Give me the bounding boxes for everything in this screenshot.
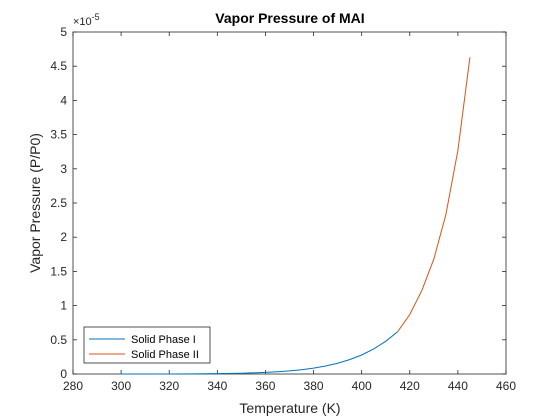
y-multiplier-exponent: -5 xyxy=(92,12,100,22)
y-tick-label: 0 xyxy=(60,367,67,381)
legend[interactable]: Solid Phase I Solid Phase II xyxy=(83,326,211,364)
x-tick-label: 420 xyxy=(400,379,420,393)
legend-box xyxy=(83,326,211,364)
series-layer xyxy=(121,57,471,375)
y-tick-label: 3 xyxy=(60,162,67,176)
y-tick-label: 4.5 xyxy=(50,59,67,73)
x-tick-label: 440 xyxy=(448,379,468,393)
chart-title: Vapor Pressure of MAI xyxy=(215,10,364,26)
x-tick-label: 300 xyxy=(111,379,131,393)
plot-area xyxy=(72,31,507,375)
y-tick-label: 1 xyxy=(60,299,67,313)
y-tick-label: 0.5 xyxy=(50,333,67,347)
y-tick-label: 2 xyxy=(60,230,67,244)
x-tick-label: 380 xyxy=(304,379,324,393)
x-axis-label: Temperature (K) xyxy=(239,400,340,416)
y-tick-label: 5 xyxy=(60,25,67,39)
y-axis-multiplier: ×10-5 xyxy=(73,12,100,28)
x-tick-label: 320 xyxy=(159,379,179,393)
x-tick-label: 400 xyxy=(352,379,372,393)
series-line-solid-phase-ii xyxy=(397,57,471,332)
y-tick-label: 3.5 xyxy=(50,128,67,142)
x-tick-label: 360 xyxy=(255,379,275,393)
x-tick-label: 340 xyxy=(207,379,227,393)
x-tick-label: 280 xyxy=(63,379,83,393)
y-axis-label: Vapor Pressure (P/P0) xyxy=(27,133,43,273)
x-tick-label: 460 xyxy=(496,379,516,393)
legend-label-solid-phase-i: Solid Phase I xyxy=(131,334,196,346)
y-tick-label: 1.5 xyxy=(50,264,67,278)
ticks-layer: 280 300 320 340 360 380 400 420 440 460 0 0.5 1 1.5 2 2… xyxy=(50,25,516,393)
legend-label-solid-phase-ii: Solid Phase II xyxy=(131,349,199,361)
y-tick-label: 4 xyxy=(60,93,67,107)
svg-text:×10-5: ×10-5 xyxy=(73,12,100,28)
series-line-solid-phase-i xyxy=(121,331,399,375)
y-multiplier-base: ×10 xyxy=(73,16,92,28)
y-tick-label: 2.5 xyxy=(50,196,67,210)
